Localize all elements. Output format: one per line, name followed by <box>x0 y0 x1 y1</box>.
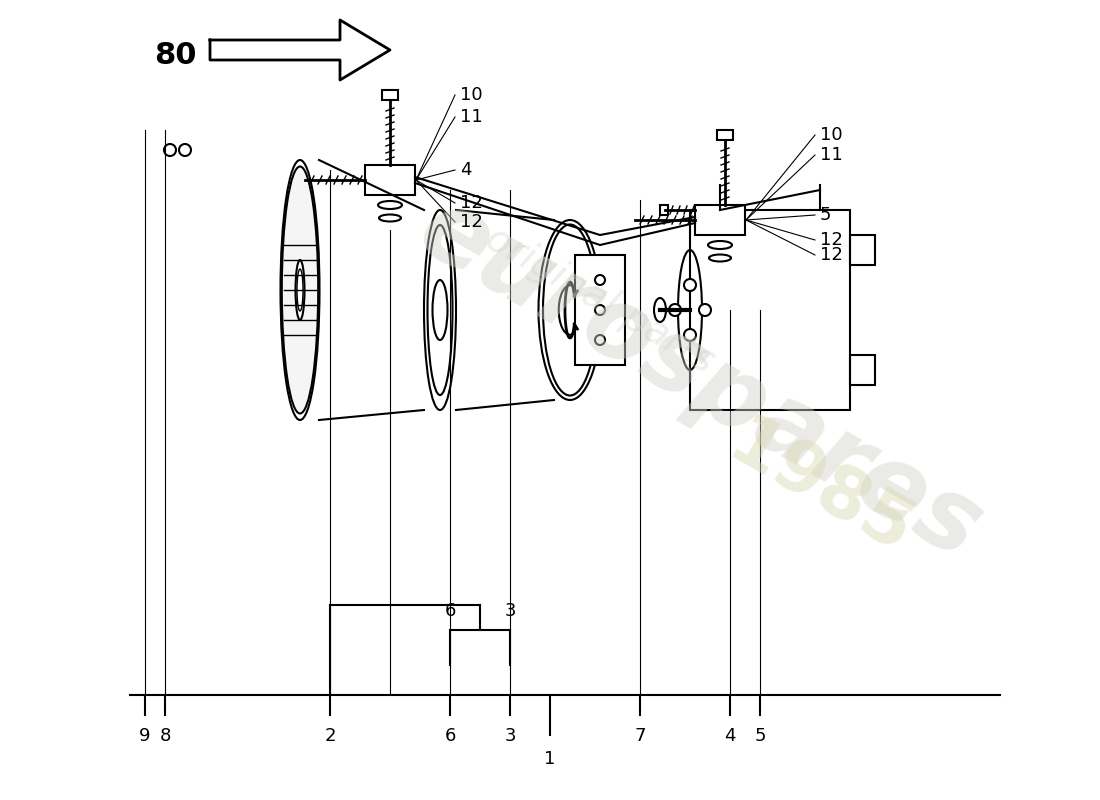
Bar <box>850 355 875 385</box>
Text: eurospares: eurospares <box>402 180 998 580</box>
Text: 6: 6 <box>444 602 455 620</box>
Text: 3: 3 <box>504 727 516 745</box>
Text: 12: 12 <box>820 231 843 249</box>
Bar <box>382 90 398 100</box>
Ellipse shape <box>710 254 732 262</box>
Text: 7: 7 <box>635 727 646 745</box>
Bar <box>365 165 415 195</box>
Ellipse shape <box>282 166 318 414</box>
Text: 2: 2 <box>324 727 336 745</box>
Ellipse shape <box>379 214 401 222</box>
Circle shape <box>595 335 605 345</box>
Circle shape <box>698 304 711 316</box>
Bar <box>660 205 668 215</box>
Ellipse shape <box>296 260 305 320</box>
Text: 1: 1 <box>544 750 556 768</box>
Ellipse shape <box>432 280 448 340</box>
Text: 9: 9 <box>140 727 151 745</box>
Text: 11: 11 <box>820 146 843 164</box>
Text: 1985: 1985 <box>716 410 924 570</box>
Bar <box>717 130 733 140</box>
Bar <box>695 205 745 235</box>
Circle shape <box>595 275 605 285</box>
Text: 10: 10 <box>460 86 483 104</box>
Bar <box>690 210 850 410</box>
Text: 12: 12 <box>820 246 843 264</box>
Bar <box>575 255 625 365</box>
Circle shape <box>684 279 696 291</box>
Ellipse shape <box>559 286 581 334</box>
Ellipse shape <box>654 298 666 322</box>
Text: original parts: original parts <box>478 219 720 381</box>
Circle shape <box>595 305 605 315</box>
Text: 5: 5 <box>755 727 766 745</box>
Ellipse shape <box>378 201 402 209</box>
Text: 11: 11 <box>460 108 483 126</box>
Text: 80: 80 <box>154 41 196 70</box>
Text: 6: 6 <box>444 727 455 745</box>
Circle shape <box>179 144 191 156</box>
Text: 5: 5 <box>820 206 832 224</box>
Circle shape <box>669 304 681 316</box>
Text: 8: 8 <box>160 727 170 745</box>
Text: 3: 3 <box>504 602 516 620</box>
Text: 12: 12 <box>460 194 483 212</box>
Ellipse shape <box>708 241 732 249</box>
Circle shape <box>164 144 176 156</box>
Text: 10: 10 <box>820 126 843 144</box>
Text: 12: 12 <box>460 213 483 231</box>
Text: 4: 4 <box>724 727 736 745</box>
Bar <box>850 235 875 265</box>
Text: 4: 4 <box>460 161 472 179</box>
Circle shape <box>684 329 696 341</box>
